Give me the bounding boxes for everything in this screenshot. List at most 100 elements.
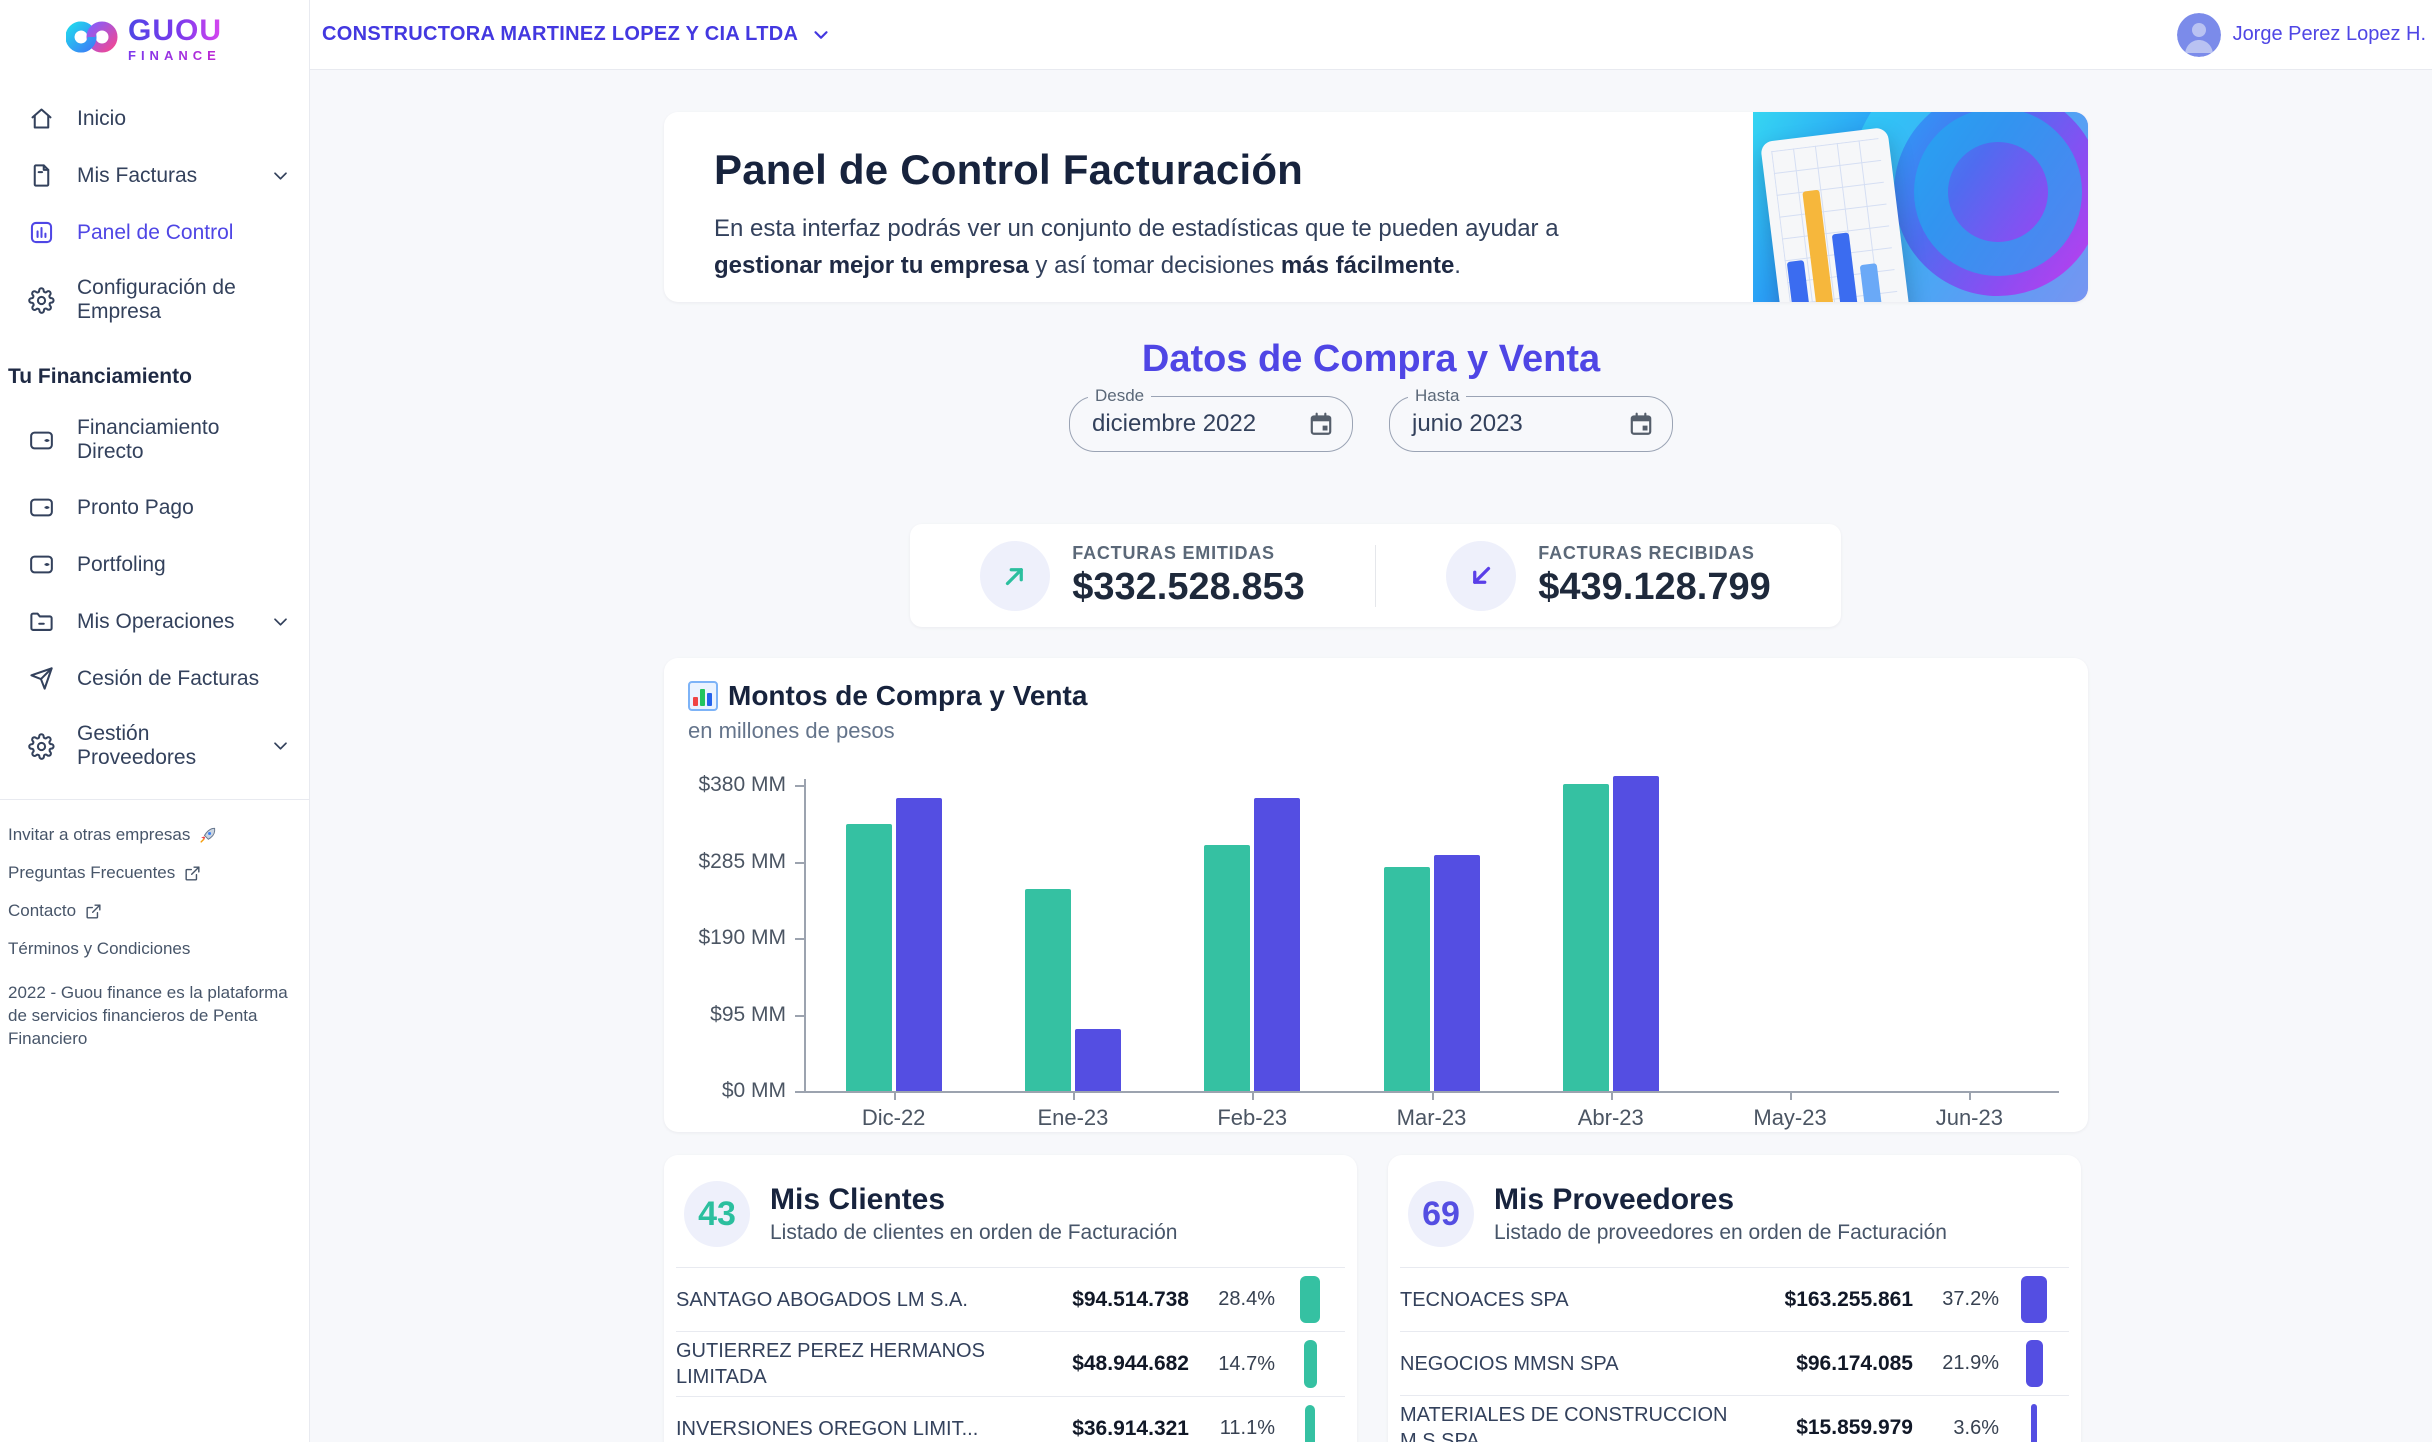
row-bar-zone <box>1999 1402 2069 1442</box>
wallet-icon <box>28 427 55 454</box>
row-percent: 21.9% <box>1942 1352 1999 1374</box>
brand-logo[interactable]: GUOU FINANCE <box>0 0 309 72</box>
sidebar-footer-text: 2022 - Guou finance es la plataforma de … <box>8 983 288 1048</box>
x-tick <box>1431 1091 1434 1100</box>
provider-row: TECNOACES SPA $163.255.861 37.2% <box>1400 1267 2069 1331</box>
sidebar-item-label: Inicio <box>77 106 127 130</box>
x-tick <box>893 1091 896 1100</box>
chevron-down-icon[interactable] <box>267 611 289 633</box>
calendar-icon[interactable] <box>1308 411 1334 437</box>
bar-chart-icon <box>688 681 718 711</box>
bar-emitidas-Mar-23 <box>1383 867 1430 1091</box>
row-bar-zone <box>1999 1274 2069 1325</box>
chart-title-row: Montos de Compra y Venta <box>688 680 1087 712</box>
desc-bold: más fácilmente <box>1280 252 1455 280</box>
sidebar-item-label: Configuración de Empresa <box>77 276 236 323</box>
date-to-input[interactable]: Hasta junio 2023 <box>1389 386 1673 452</box>
y-tick <box>795 1014 804 1017</box>
user-name: Jorge Perez Lopez H. <box>2232 23 2426 45</box>
row-mini-bar <box>1300 1276 1320 1323</box>
bar-emitidas-Dic-22 <box>845 823 892 1091</box>
sidebar-item-pronto-pago[interactable]: Pronto Pago <box>0 479 309 536</box>
row-name: TECNOACES SPA <box>1400 1288 1569 1311</box>
row-bar-zone <box>1999 1338 2069 1389</box>
row-percent: 11.1% <box>1219 1417 1275 1439</box>
desc-part: En esta interfaz podrás ver un conjunto … <box>714 215 1559 242</box>
wallet-icon <box>28 494 55 521</box>
chart-card: Montos de Compra y Venta en millones de … <box>664 658 2088 1132</box>
topbar: CONSTRUCTORA MARTINEZ LOPEZ Y CIA LTDA J… <box>310 0 2432 70</box>
sidebar-item-portfoling[interactable]: Portfoling <box>0 536 309 593</box>
sidebar-link-label: Términos y Condiciones <box>8 939 191 958</box>
sidebar-link-invitar-a-otras-empresas[interactable]: Invitar a otras empresas <box>8 816 301 854</box>
y-tick <box>795 785 804 787</box>
clients-subtitle: Listado de clientes en orden de Facturac… <box>770 1221 1178 1244</box>
sidebar-item-configuraci-n-de-empresa[interactable]: Configuración de Empresa <box>0 261 309 339</box>
sidebar: GUOU FINANCE Inicio Mis Facturas Panel de … <box>0 0 310 1442</box>
page-description: En esta interfaz podrás ver un conjunto … <box>714 210 1614 284</box>
sidebar-link-preguntas-frecuentes[interactable]: Preguntas Frecuentes <box>8 854 301 892</box>
sidebar-link-t-rminos-y-condiciones[interactable]: Términos y Condiciones <box>8 930 301 968</box>
row-mini-bar <box>1303 1340 1317 1388</box>
rocket-icon <box>198 826 217 845</box>
row-amount: $48.944.682 <box>1072 1352 1189 1375</box>
x-tick <box>1969 1091 1972 1100</box>
sidebar-link-contacto[interactable]: Contacto <box>8 892 301 930</box>
date-to-value: junio 2023 <box>1412 410 1523 437</box>
file-icon <box>28 162 55 189</box>
gear-icon <box>28 732 55 760</box>
stat-emitted-label: FACTURAS EMITIDAS <box>1072 542 1275 563</box>
chevron-down-icon[interactable] <box>267 735 289 757</box>
bar-emitidas-Feb-23 <box>1204 845 1251 1091</box>
sidebar-link-label: Invitar a otras empresas <box>8 825 191 844</box>
sidebar-item-inicio[interactable]: Inicio <box>0 90 309 147</box>
page-title: Panel de Control Facturación <box>714 146 1304 193</box>
row-name: GUTIERREZ PEREZ HERMANOS LIMITADA <box>676 1340 985 1388</box>
user-menu[interactable]: Jorge Perez Lopez H. <box>2176 12 2432 57</box>
x-tick-label: Feb-23 <box>1217 1105 1288 1130</box>
brand-subname: FINANCE <box>128 48 221 63</box>
provider-row: MATERIALES DE CONSTRUCCION M S SPA $15.85… <box>1400 1395 2069 1442</box>
row-bar-zone <box>1275 1274 1345 1325</box>
brand-name: GUOU <box>128 14 222 47</box>
infinity-logo-icon <box>65 20 118 59</box>
sidebar-item-mis-facturas[interactable]: Mis Facturas <box>0 147 309 204</box>
main-content: Panel de Control Facturación En esta int… <box>310 70 2432 1442</box>
row-amount: $15.859.979 <box>1796 1416 1913 1439</box>
row-percent: 3.6% <box>1953 1416 1999 1439</box>
sidebar-item-label: Cesión de Facturas <box>77 666 260 690</box>
date-from-input[interactable]: Desde diciembre 2022 <box>1069 386 1353 452</box>
company-selector[interactable]: CONSTRUCTORA MARTINEZ LOPEZ Y CIA LTDA <box>322 23 832 46</box>
external-icon <box>84 902 103 921</box>
chevron-down-icon[interactable] <box>267 165 289 187</box>
calendar-icon[interactable] <box>1628 411 1654 437</box>
sidebar-item-cesi-n-de-facturas[interactable]: Cesión de Facturas <box>0 650 309 707</box>
bar-recibidas-Ene-23 <box>1074 1028 1121 1091</box>
row-percent: 28.4% <box>1218 1288 1275 1310</box>
row-mini-bar <box>2021 1276 2047 1323</box>
clients-list: SANTAGO ABOGADOS LM S.A. $94.514.738 28.4%… <box>676 1267 1345 1442</box>
y-tick <box>795 861 804 864</box>
y-tick-label: $190 MM <box>698 926 786 949</box>
providers-count-badge: 69 <box>1408 1181 1474 1247</box>
divider <box>1375 544 1376 607</box>
sidebar-nav-finance: Financiamiento Directo Pronto Pago Portfol… <box>0 401 309 785</box>
row-mini-bar <box>1305 1405 1315 1442</box>
row-name: SANTAGO ABOGADOS LM S.A. <box>676 1288 968 1311</box>
client-row: SANTAGO ABOGADOS LM S.A. $94.514.738 28.4% <box>676 1267 1345 1331</box>
date-filter-row: Desde diciembre 2022 Hasta junio 2023 <box>310 386 2432 452</box>
sidebar-item-panel-de-control[interactable]: Panel de Control <box>0 204 309 261</box>
client-row: GUTIERREZ PEREZ HERMANOS LIMITADA $48.944… <box>676 1331 1345 1396</box>
sidebar-item-mis-operaciones[interactable]: Mis Operaciones <box>0 593 309 650</box>
x-tick-label: Mar-23 <box>1396 1105 1467 1130</box>
sidebar-item-financiamiento-directo[interactable]: Financiamiento Directo <box>0 401 309 479</box>
providers-card: 69 Mis Proveedores Listado de proveedore… <box>1388 1155 2081 1442</box>
sidebar-links: Invitar a otras empresas Preguntas Frecue… <box>0 799 309 968</box>
row-percent: 14.7% <box>1218 1352 1275 1375</box>
row-name: NEGOCIOS MMSN SPA <box>1400 1352 1619 1375</box>
desc-bold: gestionar mejor tu empresa <box>714 252 1029 280</box>
sidebar-item-gesti-n-proveedores[interactable]: Gestión Proveedores <box>0 707 309 785</box>
hero-card: Panel de Control Facturación En esta int… <box>664 112 2088 302</box>
sidebar-item-label: Mis Facturas <box>77 163 198 187</box>
providers-list: TECNOACES SPA $163.255.861 37.2% NEGOCIOS M… <box>1400 1267 2069 1442</box>
